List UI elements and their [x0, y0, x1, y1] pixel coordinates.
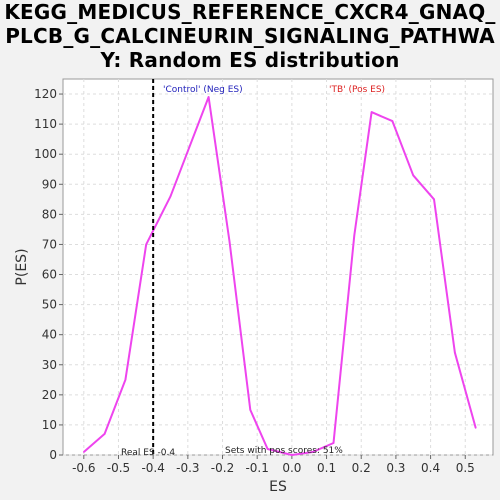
- data-point: [187, 150, 189, 152]
- y-tick-label: 100: [34, 147, 57, 161]
- y-tick-label: 0: [49, 448, 57, 462]
- data-point: [291, 454, 293, 456]
- real-es-annotation: Real ES -0.4: [121, 448, 175, 458]
- data-point: [370, 111, 373, 113]
- data-point: [169, 195, 172, 198]
- x-tick-label: 0.5: [456, 461, 475, 475]
- data-point: [83, 451, 85, 453]
- y-tick-label: 80: [42, 207, 57, 221]
- data-point: [266, 448, 269, 450]
- x-axis-ticks: -0.6 -0.5 -0.4 -0.3 -0.2 -0.1 0.0 0.1 0.2 0.3 0.4 0…: [72, 455, 475, 475]
- series-layer: [83, 96, 477, 456]
- title-line-3: Y: Random ES distribution: [100, 48, 400, 72]
- grid-lines: [63, 79, 493, 456]
- x-tick-label: 0.1: [317, 461, 336, 475]
- y-tick-label: 60: [42, 268, 57, 282]
- y-tick-label: 40: [42, 328, 57, 342]
- y-tick-label: 20: [42, 388, 57, 402]
- x-tick-label: -0.4: [141, 461, 164, 475]
- x-tick-label: -0.5: [107, 461, 130, 475]
- data-point: [145, 243, 148, 246]
- title-line-1: KEGG_MEDICUS_REFERENCE_CXCR4_GNAQ_: [4, 0, 496, 24]
- y-tick-label: 10: [42, 418, 57, 432]
- data-point: [103, 433, 106, 435]
- y-tick-label: 120: [34, 87, 57, 101]
- data-point: [228, 240, 231, 243]
- x-tick-label: -0.1: [245, 461, 268, 475]
- x-tick-label: -0.3: [176, 461, 199, 475]
- x-tick-label: 0.0: [282, 461, 301, 475]
- x-tick-label: 0.3: [386, 461, 405, 475]
- data-point: [412, 174, 415, 177]
- neg-es-label: 'Control' (Neg ES): [163, 85, 243, 95]
- x-tick-label: -0.6: [72, 461, 95, 475]
- data-point: [474, 427, 477, 429]
- y-axis-ticks: 0 10 20 30 40 50 60 70 80 90 100 110 120: [34, 87, 63, 462]
- data-point: [207, 96, 210, 98]
- x-tick-label: 0.4: [421, 461, 440, 475]
- y-tick-label: 30: [42, 358, 57, 372]
- x-tick-label: 0.2: [352, 461, 371, 475]
- y-tick-label: 50: [42, 298, 57, 312]
- pos-scores-annotation: Sets with pos scores: 51%: [225, 446, 343, 456]
- title-line-2: PLCB_G_CALCINEURIN_SIGNALING_PATHWA: [5, 24, 495, 48]
- es-distribution-line: [83, 96, 477, 456]
- plot-area: [62, 78, 494, 456]
- y-tick-label: 110: [34, 117, 57, 131]
- data-point: [391, 120, 394, 122]
- y-axis-label: P(ES): [14, 248, 30, 285]
- x-axis-label: ES: [269, 479, 287, 495]
- data-point: [454, 351, 456, 354]
- y-tick-label: 90: [42, 177, 57, 191]
- data-point: [332, 442, 335, 444]
- y-tick-label: 70: [42, 237, 57, 251]
- chart-title: KEGG_MEDICUS_REFERENCE_CXCR4_GNAQ_ PLCB_…: [0, 0, 500, 72]
- data-point: [124, 379, 127, 381]
- x-tick-label: -0.2: [211, 461, 234, 475]
- data-point: [311, 451, 314, 453]
- data-point: [249, 409, 252, 411]
- pos-es-label: 'TB' (Pos ES): [329, 85, 385, 95]
- data-point: [433, 198, 435, 201]
- data-point: [353, 234, 356, 237]
